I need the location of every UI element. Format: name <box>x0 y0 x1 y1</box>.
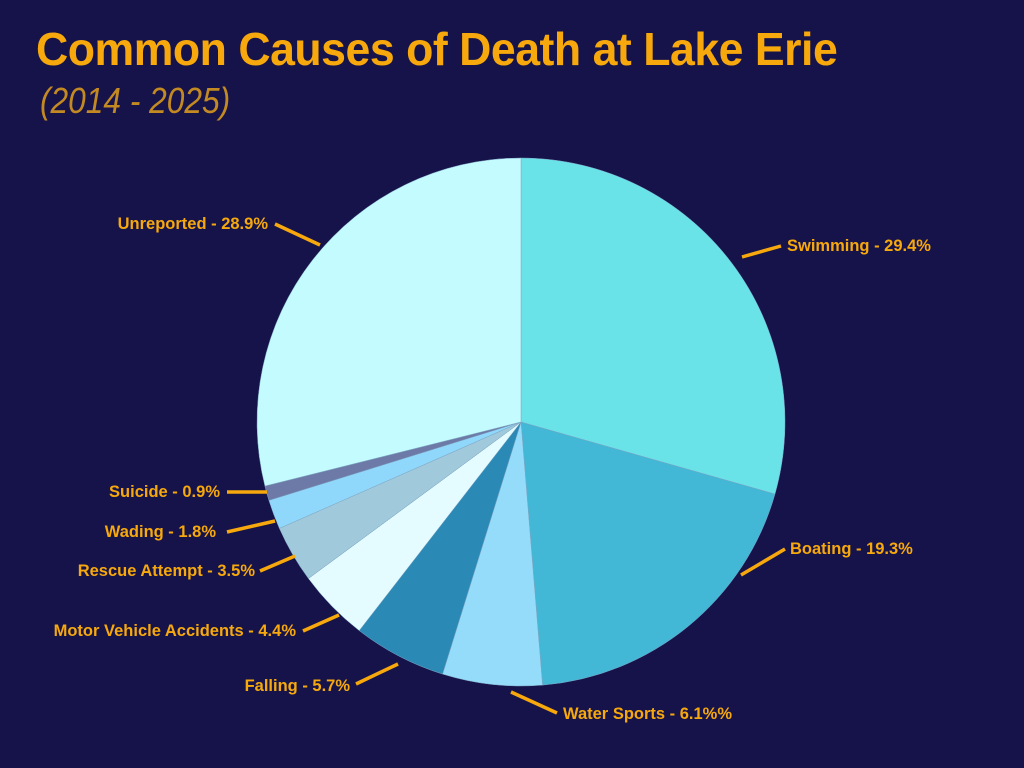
pie-slice-unreported <box>256 157 522 487</box>
leader-line <box>274 222 321 247</box>
slice-label: Motor Vehicle Accidents - 4.4% <box>53 622 296 640</box>
leader-line <box>741 244 782 259</box>
pie-slices <box>256 157 786 687</box>
leader-line <box>226 519 276 534</box>
chart-subtitle: (2014 - 2025) <box>40 80 231 121</box>
pie-slice-boating <box>520 421 776 686</box>
slice-label: Water Sports - 6.1%% <box>563 705 733 723</box>
leader-line <box>740 547 786 577</box>
leader-line <box>355 662 399 686</box>
slice-label: Rescue Attempt - 3.5% <box>77 562 255 580</box>
leader-line <box>259 554 296 573</box>
leader-line <box>510 690 558 715</box>
leader-lines <box>226 222 786 715</box>
slice-label: Unreported - 28.9% <box>117 215 268 233</box>
slice-label: Wading - 1.8% <box>104 523 216 541</box>
leader-line <box>302 613 340 633</box>
chart-title: Common Causes of Death at Lake Erie <box>36 23 838 75</box>
slice-label: Boating - 19.3% <box>790 540 913 558</box>
slice-label: Swimming - 29.4% <box>787 237 931 255</box>
pie-slice-swimming <box>520 157 786 495</box>
slice-label: Suicide - 0.9% <box>109 483 220 501</box>
slice-label: Falling - 5.7% <box>244 677 350 695</box>
